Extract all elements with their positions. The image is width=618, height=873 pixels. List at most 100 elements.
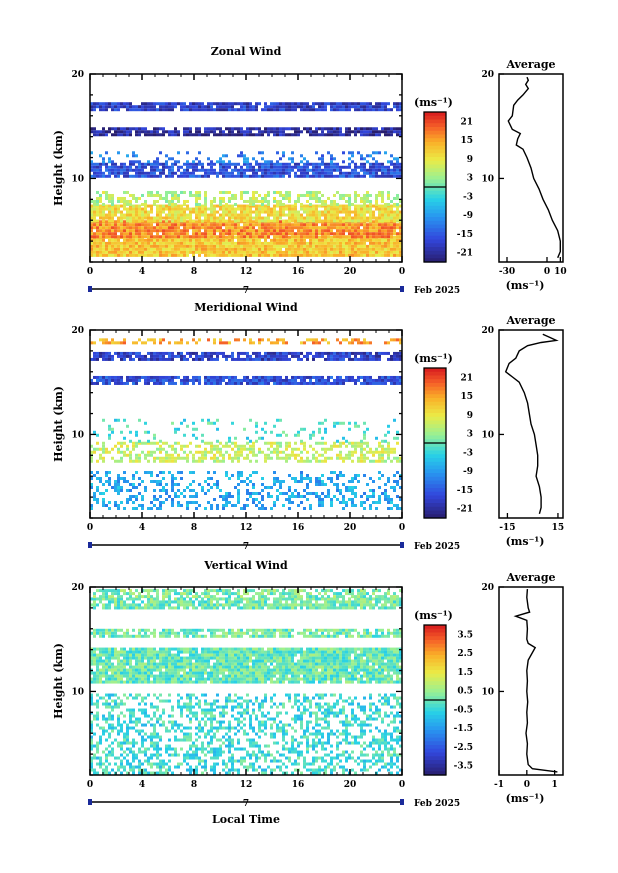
heatmap-cell bbox=[159, 444, 162, 448]
heatmap-cell bbox=[240, 226, 243, 230]
heatmap-cell bbox=[312, 102, 315, 106]
heatmap-cell bbox=[342, 160, 345, 164]
heatmap-cell bbox=[129, 378, 132, 382]
heatmap-cell bbox=[120, 450, 123, 454]
heatmap-cell bbox=[231, 127, 234, 131]
heatmap-cell bbox=[318, 483, 321, 486]
heatmap-cell bbox=[210, 421, 213, 425]
heatmap-cell bbox=[120, 501, 123, 504]
heatmap-cell bbox=[156, 253, 159, 257]
heatmap-cell bbox=[375, 238, 378, 242]
heatmap-cell bbox=[240, 378, 243, 382]
heatmap-cell bbox=[114, 213, 117, 217]
heatmap-cell bbox=[147, 108, 150, 112]
heatmap-cell bbox=[189, 483, 192, 486]
heatmap-cell bbox=[189, 133, 192, 137]
heatmap-cell bbox=[324, 338, 327, 342]
heatmap-cell bbox=[237, 213, 240, 217]
heatmap-cell bbox=[171, 375, 174, 379]
heatmap-cell bbox=[378, 223, 381, 227]
heatmap-cell bbox=[327, 244, 330, 248]
heatmap-cell bbox=[252, 453, 255, 457]
heatmap-cell bbox=[219, 238, 222, 242]
heatmap-cell bbox=[261, 436, 264, 440]
heatmap-cell bbox=[213, 130, 216, 134]
heatmap-cell bbox=[267, 223, 270, 227]
heatmap-cell bbox=[240, 235, 243, 239]
heatmap-cell bbox=[171, 421, 174, 425]
heatmap-cell bbox=[99, 253, 102, 257]
heatmap-cell bbox=[345, 489, 348, 492]
heatmap-cell bbox=[99, 235, 102, 239]
heatmap-cell bbox=[165, 190, 168, 194]
heatmap-cell bbox=[393, 204, 396, 208]
heatmap-cell bbox=[198, 229, 201, 233]
heatmap-cell bbox=[258, 165, 261, 169]
heatmap-cell bbox=[321, 162, 324, 166]
heatmap-cell bbox=[300, 213, 303, 217]
heatmap-cell bbox=[174, 447, 177, 451]
heatmap-cell bbox=[294, 351, 297, 355]
heatmap-cell bbox=[351, 486, 354, 489]
heatmap-cell bbox=[339, 247, 342, 251]
heatmap-cell bbox=[225, 232, 228, 236]
heatmap-cell bbox=[114, 247, 117, 251]
heatmap-cell bbox=[123, 418, 126, 422]
heatmap-cell bbox=[207, 232, 210, 236]
heatmap-cell bbox=[288, 174, 291, 178]
heatmap-cell bbox=[183, 357, 186, 361]
heatmap-cell bbox=[162, 210, 165, 214]
heatmap-cell bbox=[360, 162, 363, 166]
heatmap-cell bbox=[117, 168, 120, 172]
heatmap-cell bbox=[324, 241, 327, 245]
heatmap-cell bbox=[279, 216, 282, 220]
heatmap-cell bbox=[339, 453, 342, 457]
heatmap-cell bbox=[339, 471, 342, 474]
heatmap-cell bbox=[180, 235, 183, 239]
heatmap-cell bbox=[303, 444, 306, 448]
heatmap-cell bbox=[174, 375, 177, 379]
heatmap-cell bbox=[147, 459, 150, 463]
heatmap-cell bbox=[222, 498, 225, 501]
heatmap-cell bbox=[348, 130, 351, 134]
heatmap-cell bbox=[372, 247, 375, 251]
heatmap-cell bbox=[288, 357, 291, 361]
heatmap-cell bbox=[144, 241, 147, 245]
heatmap-cell bbox=[315, 232, 318, 236]
heatmap-cell bbox=[228, 495, 231, 498]
heatmap-cell bbox=[264, 219, 267, 223]
heatmap-cell bbox=[102, 498, 105, 501]
heatmap-cell bbox=[333, 216, 336, 220]
heatmap-cell bbox=[153, 229, 156, 233]
heatmap-cell bbox=[108, 219, 111, 223]
heatmap-cell bbox=[108, 160, 111, 164]
heatmap-cell bbox=[366, 341, 369, 345]
heatmap-cell bbox=[255, 430, 258, 434]
heatmap-cell bbox=[336, 174, 339, 178]
heatmap-cell bbox=[141, 105, 144, 109]
heatmap-cell bbox=[168, 220, 171, 224]
heatmap-cell bbox=[372, 459, 375, 463]
heatmap-cell bbox=[321, 436, 324, 440]
heatmap-cell bbox=[96, 219, 99, 223]
heatmap-cell bbox=[165, 489, 168, 492]
heatmap-cell bbox=[162, 220, 165, 224]
heatmap-cell bbox=[318, 247, 321, 251]
heatmap-cell bbox=[390, 210, 393, 214]
heatmap-cell bbox=[204, 210, 207, 214]
heatmap-cell bbox=[96, 459, 99, 463]
heatmap-cell bbox=[102, 133, 105, 137]
heatmap-cell bbox=[162, 456, 165, 460]
heatmap-cell bbox=[321, 157, 324, 161]
heatmap-cell bbox=[387, 193, 390, 197]
heatmap-cell bbox=[207, 471, 210, 474]
heatmap-cell bbox=[120, 378, 123, 382]
heatmap-cell bbox=[195, 202, 198, 206]
heatmap-cell bbox=[258, 102, 261, 106]
heatmap-cell bbox=[276, 250, 279, 254]
heatmap-cell bbox=[123, 471, 126, 474]
heatmap-cell bbox=[222, 247, 225, 251]
heatmap-cell bbox=[354, 219, 357, 223]
heatmap-cell bbox=[186, 174, 189, 178]
heatmap-cell bbox=[108, 247, 111, 251]
